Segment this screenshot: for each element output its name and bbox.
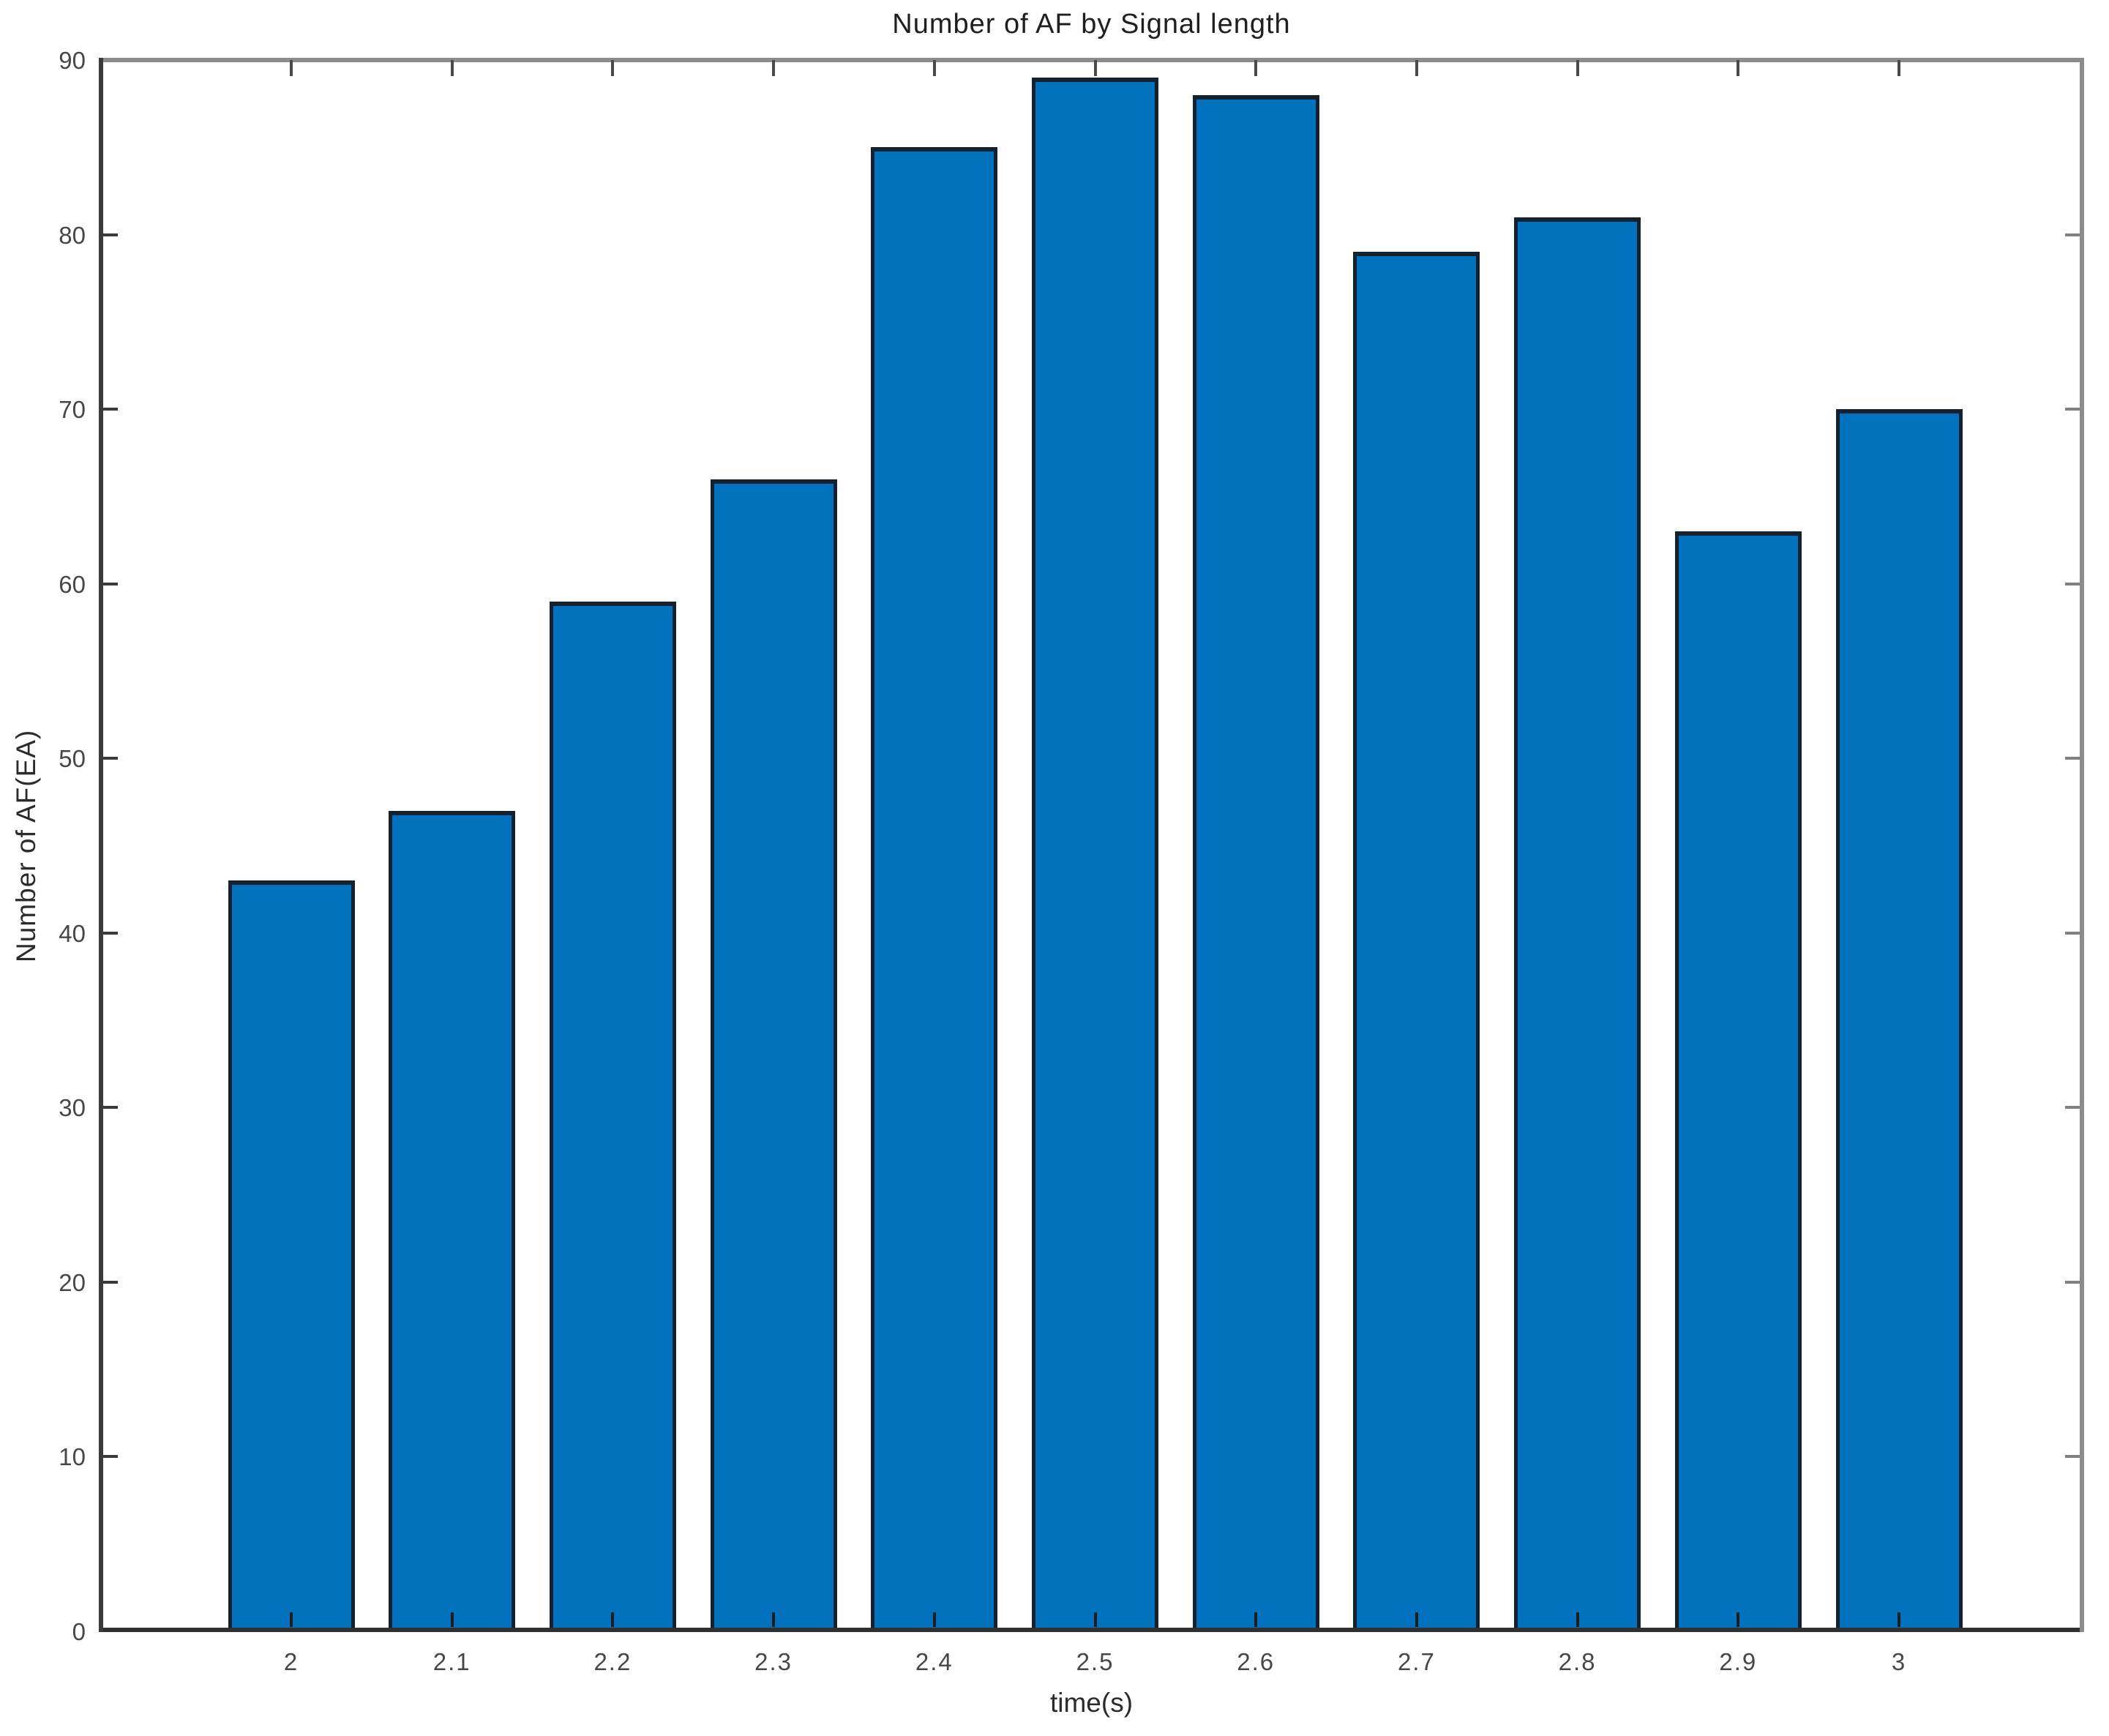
plot-area [99,60,2084,1631]
bar [228,880,355,1631]
y-tick-label: 20 [59,1268,86,1296]
x-tick-label: 2.7 [1397,1648,1436,1675]
bar [1514,217,1641,1631]
axis-top-line [99,58,2084,62]
y-tick-label: 30 [59,1094,86,1122]
y-tick-label: 40 [59,919,86,947]
bar [1674,531,1802,1631]
y-tick-label: 10 [59,1443,86,1471]
y-axis-label: Number of AF(EA) [11,729,41,962]
y-tick-label: 80 [59,221,86,249]
x-tick-label: 2.4 [915,1648,954,1675]
y-tick-label: 60 [59,570,86,598]
axis-left-line [99,58,103,1632]
chart-title: Number of AF by Signal length [892,9,1291,40]
x-tick-label: 2.9 [1719,1648,1758,1675]
bar [1835,409,1963,1631]
y-tick-label: 70 [59,396,86,424]
y-tick-label: 90 [59,47,86,74]
bar [710,479,837,1631]
x-tick-label: 3 [1891,1648,1907,1675]
bar [871,147,998,1631]
y-tick-label: 0 [72,1618,86,1645]
x-tick-label: 2.2 [593,1648,632,1675]
x-tick-label: 2 [283,1648,299,1675]
x-axis-label: time(s) [1049,1688,1134,1718]
axis-right-line [2080,58,2084,1632]
x-tick-label: 2.5 [1076,1648,1115,1675]
bar [389,811,516,1631]
x-tick-label: 2.3 [754,1648,793,1675]
x-tick-label: 2.8 [1558,1648,1597,1675]
bar [549,602,676,1631]
bar [1353,252,1480,1631]
axis-bottom-line [99,1628,2084,1632]
bar [1032,78,1158,1631]
y-tick-label: 50 [59,745,86,773]
x-tick-label: 2.1 [432,1648,471,1675]
bar [1192,95,1319,1631]
x-tick-label: 2.6 [1237,1648,1275,1675]
